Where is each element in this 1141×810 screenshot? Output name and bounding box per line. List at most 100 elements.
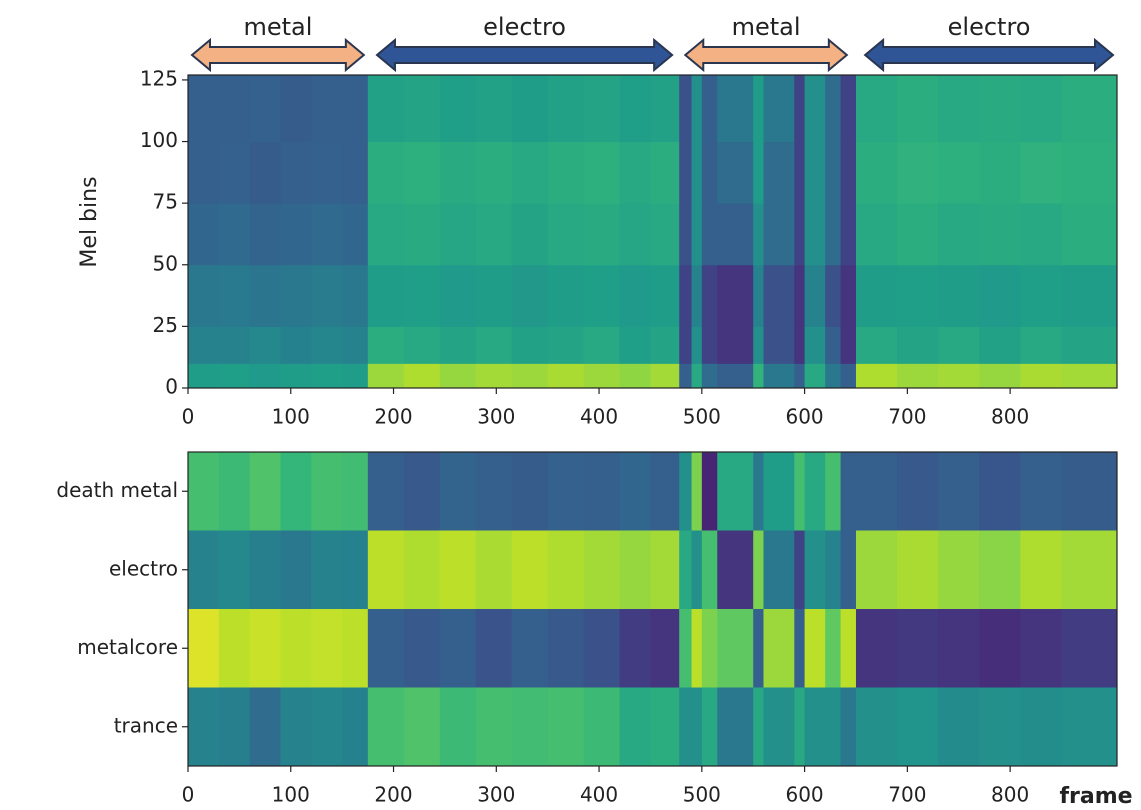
heatmap-cell (1020, 688, 1062, 767)
heatmap-cell (679, 609, 692, 688)
heatmap-cell (763, 452, 794, 531)
heatmap-cell (219, 363, 250, 388)
heatmap-cell (584, 203, 620, 265)
segment-arrow (685, 40, 847, 70)
heatmap-cell (938, 363, 980, 388)
heatmap-cell (805, 531, 826, 610)
heatmap-cell (440, 75, 476, 142)
heatmap-cell (897, 452, 939, 531)
heatmap-cell (219, 265, 250, 327)
heatmap-cell (188, 203, 219, 265)
heatmap-cell (763, 531, 794, 610)
heatmap-cell (753, 452, 764, 531)
heatmap-cell (825, 531, 841, 610)
heatmap-cell (1020, 142, 1062, 204)
heatmap-cell (440, 203, 476, 265)
heatmap-cell (702, 531, 718, 610)
x-tick-label: 200 (374, 405, 412, 429)
heatmap-cell (311, 363, 342, 388)
heatmap-cell (794, 531, 805, 610)
y-tick-label: trance (114, 713, 178, 737)
heatmap-cell (794, 363, 805, 388)
heatmap-cell (650, 363, 679, 388)
heatmap-cell (342, 609, 368, 688)
heatmap-cell (584, 688, 620, 767)
heatmap-cell (1020, 531, 1062, 610)
heatmap-cell (763, 75, 794, 142)
heatmap-cell (476, 203, 512, 265)
heatmap-cell (938, 531, 980, 610)
heatmap-cell (512, 265, 548, 327)
heatmap-cell (679, 203, 692, 265)
heatmap-cell (897, 363, 939, 388)
heatmap-cell (250, 265, 281, 327)
segment-label: electro (483, 13, 566, 41)
heatmap-cell (717, 609, 753, 688)
heatmap-cell (692, 75, 703, 142)
heatmap-cell (841, 363, 857, 388)
heatmap-cell (280, 609, 311, 688)
heatmap-cell (805, 265, 826, 327)
heatmap-cell (620, 326, 651, 363)
heatmap-cell (548, 531, 584, 610)
heatmap-cell (584, 363, 620, 388)
heatmap-cell (938, 203, 980, 265)
heatmap-cell (825, 75, 841, 142)
y-tick-label: 50 (153, 251, 178, 275)
heatmap-cell (753, 265, 764, 327)
heatmap-cell (440, 609, 476, 688)
heatmap-cell (311, 203, 342, 265)
heatmap-cell (763, 203, 794, 265)
heatmap-cell (342, 142, 368, 204)
heatmap-cell (188, 265, 219, 327)
heatmap-cell (702, 688, 718, 767)
heatmap-cell (250, 326, 281, 363)
heatmap-cell (825, 688, 841, 767)
heatmap-cell (368, 609, 404, 688)
x-tick-label: 100 (272, 783, 310, 807)
heatmap-cell (650, 265, 679, 327)
heatmap-cell (805, 326, 826, 363)
heatmap-cell (584, 326, 620, 363)
heatmap-cell (620, 363, 651, 388)
x-tick-label: 0 (182, 405, 195, 429)
heatmap-cell (805, 688, 826, 767)
heatmap-cell (1020, 203, 1062, 265)
heatmap-cell (512, 75, 548, 142)
heatmap-cell (188, 326, 219, 363)
heatmap-cell (188, 531, 219, 610)
heatmap-cell (650, 203, 679, 265)
heatmap-cell (368, 531, 404, 610)
heatmap-cell (692, 265, 703, 327)
heatmap-cell (440, 531, 476, 610)
heatmap-cell (250, 142, 281, 204)
heatmap-cell (620, 452, 651, 531)
heatmap-cell (753, 531, 764, 610)
x-tick-label: 0 (182, 783, 195, 807)
heatmap-cell (856, 452, 898, 531)
heatmap-cell (979, 265, 1021, 327)
heatmap-cell (717, 326, 753, 363)
heatmap-cell (897, 203, 939, 265)
heatmap-cell (219, 142, 250, 204)
x-tick-label: 700 (888, 405, 926, 429)
heatmap-cell (368, 75, 404, 142)
heatmap-cell (692, 203, 703, 265)
heatmap-cell (342, 203, 368, 265)
heatmap-cell (512, 142, 548, 204)
heatmap-cell (280, 75, 311, 142)
heatmap-cell (250, 688, 281, 767)
heatmap-cell (476, 142, 512, 204)
heatmap-cell (897, 688, 939, 767)
heatmap-cell (692, 326, 703, 363)
heatmap-cell (794, 75, 805, 142)
heatmap-cell (702, 363, 718, 388)
x-tick-label: 800 (991, 405, 1029, 429)
heatmap-cell (938, 265, 980, 327)
heatmap-cell (1062, 142, 1118, 204)
heatmap-cell (342, 452, 368, 531)
heatmap-cell (512, 326, 548, 363)
heatmap-cell (979, 452, 1021, 531)
x-tick-label: 600 (785, 405, 823, 429)
heatmap-cell (342, 326, 368, 363)
